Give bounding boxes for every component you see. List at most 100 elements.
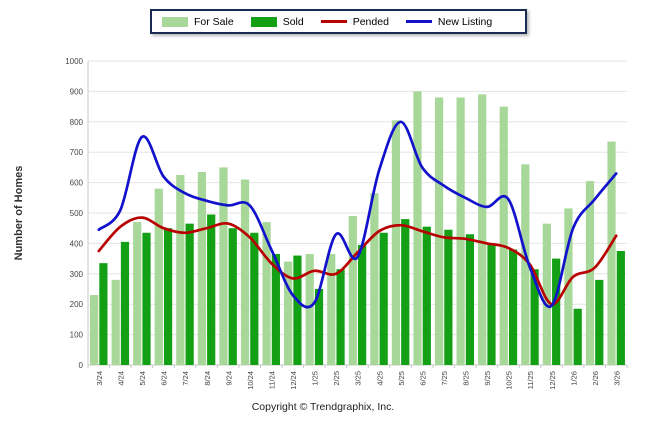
pended-label: Pended (352, 15, 389, 28)
bar-for-sale (391, 120, 401, 365)
bar-sold (487, 243, 496, 365)
bar-for-sale (434, 97, 444, 365)
bar-sold (99, 263, 108, 365)
bar-sold (163, 228, 173, 365)
for-sale-label: For Sale (194, 15, 234, 28)
x-tick-label: 8/24 (203, 371, 212, 386)
bar-sold (573, 308, 582, 365)
bar-sold (401, 219, 410, 365)
copyright-text: Copyright © Trendgraphix, Inc. (251, 401, 395, 413)
bar-sold (444, 229, 453, 365)
x-tick-label: 1/25 (311, 371, 320, 386)
y-tick-label: 1000 (65, 57, 83, 66)
x-tick-label: 6/24 (160, 371, 169, 386)
bar-for-sale (176, 175, 185, 365)
y-tick-label: 500 (70, 209, 84, 218)
bar-for-sale (305, 254, 314, 365)
bar-for-sale (327, 254, 336, 365)
x-tick-label: 12/25 (548, 371, 557, 390)
bar-sold (185, 223, 194, 365)
sold-swatch (250, 16, 277, 27)
bar-for-sale (607, 141, 616, 365)
y-tick-label: 400 (70, 239, 84, 248)
legend: For Sale Sold Pended New Listing (150, 9, 527, 34)
bar-sold (530, 269, 539, 365)
x-tick-label: 12/24 (289, 371, 298, 390)
bar-sold (422, 226, 431, 365)
bar-for-sale (413, 91, 422, 366)
legend-item-new-listing: New Listing (405, 15, 493, 28)
bar-for-sale (370, 193, 379, 365)
bar-for-sale (111, 279, 120, 365)
x-tick-label: 3/26 (612, 371, 621, 386)
y-tick-label: 900 (70, 87, 84, 96)
legend-item-sold: Sold (250, 15, 304, 28)
bar-sold (207, 214, 216, 365)
new-listing-line (97, 120, 618, 309)
bar-for-sale (219, 167, 228, 365)
bar-sold (314, 289, 324, 365)
bar-for-sale (133, 222, 142, 365)
bar-for-sale (90, 295, 99, 365)
x-tick-label: 5/25 (397, 371, 406, 386)
bar-sold (616, 251, 625, 365)
sold-label: Sold (282, 15, 304, 28)
x-tick-label: 2/25 (332, 371, 341, 386)
x-tick-label: 10/24 (246, 371, 255, 390)
bar-for-sale (585, 181, 595, 365)
x-tick-label: 9/24 (224, 371, 233, 386)
for-sale-swatch (162, 16, 188, 27)
x-tick-label: 11/24 (267, 371, 276, 389)
x-tick-label: 9/25 (483, 371, 492, 386)
bar-sold (271, 254, 280, 365)
y-tick-label: 800 (70, 118, 84, 127)
y-tick-label: 600 (70, 179, 84, 188)
bar-for-sale (348, 216, 357, 365)
bar-for-sale (154, 188, 163, 365)
x-tick-label: 3/24 (95, 371, 104, 386)
bar-sold (379, 232, 388, 365)
x-tick-label: 5/24 (138, 371, 147, 386)
bar-sold (293, 255, 302, 365)
bar-for-sale (456, 97, 465, 365)
y-tick-label: 200 (70, 300, 84, 309)
y-tick-label: 700 (70, 148, 84, 157)
legend-item-for-sale: For Sale (162, 16, 234, 28)
x-tick-label: 1/26 (569, 371, 578, 386)
bar-sold (250, 232, 259, 365)
x-tick-label: 4/25 (375, 371, 384, 386)
x-tick-label: 11/25 (526, 371, 535, 389)
bar-for-sale (197, 171, 206, 365)
bar-for-sale (262, 222, 271, 365)
legend-item-pended: Pended (320, 15, 389, 28)
x-tick-label: 8/25 (462, 371, 471, 386)
x-tick-label: 6/25 (418, 371, 427, 386)
x-tick-label: 3/25 (354, 371, 363, 386)
new-listing-line-swatch (405, 20, 432, 23)
bar-sold (595, 279, 604, 365)
y-tick-label: 0 (79, 361, 84, 370)
bar-for-sale (521, 164, 530, 365)
bar-sold (552, 258, 561, 365)
pended-line-swatch (320, 20, 347, 23)
bar-sold (228, 228, 237, 365)
new-listing-label: New Listing (437, 15, 493, 28)
y-tick-label: 300 (70, 270, 84, 279)
bar-for-sale (284, 261, 293, 365)
x-tick-label: 7/25 (440, 371, 449, 386)
bar-for-sale (542, 223, 551, 365)
x-tick-label: 2/26 (591, 371, 600, 386)
bar-for-sale (240, 179, 250, 365)
x-tick-label: 10/25 (505, 371, 514, 390)
bar-sold (358, 244, 367, 365)
bar-for-sale (499, 106, 508, 365)
x-tick-label: 4/24 (117, 371, 126, 386)
x-tick-label: 7/24 (181, 371, 190, 386)
bar-sold (465, 234, 475, 365)
bar-sold (120, 241, 130, 365)
bar-sold (508, 249, 518, 365)
y-axis-title: Number of Homes (13, 166, 25, 261)
bar-sold (142, 232, 151, 365)
